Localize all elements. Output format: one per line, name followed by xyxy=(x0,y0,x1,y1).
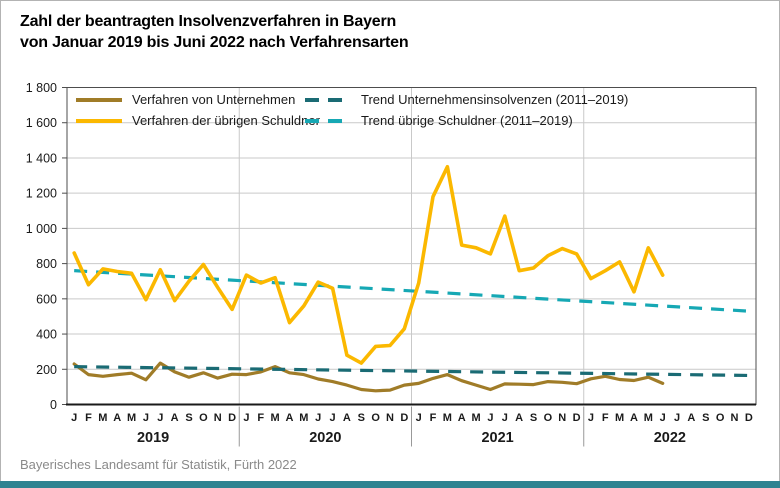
month-label: N xyxy=(558,412,566,424)
legend-swatch-trend-company xyxy=(305,97,351,102)
month-label: J xyxy=(588,412,594,424)
month-label: J xyxy=(660,412,666,424)
month-label: S xyxy=(702,412,709,424)
month-label: O xyxy=(544,412,553,424)
month-label: O xyxy=(371,412,380,424)
month-label: F xyxy=(85,412,92,424)
month-label: M xyxy=(127,412,136,424)
month-label: F xyxy=(602,412,609,424)
legend-item-trend-company: Trend Unternehmensinsolvenzen (2011–2019… xyxy=(305,92,629,107)
legend-label: Verfahren von Unternehmen xyxy=(132,92,296,107)
month-label: A xyxy=(113,412,121,424)
month-label: M xyxy=(443,412,452,424)
month-label: S xyxy=(358,412,365,424)
month-label: D xyxy=(400,412,408,424)
year-label: 2020 xyxy=(309,430,341,446)
month-label: M xyxy=(98,412,107,424)
legend-swatch-trend-debtor xyxy=(305,118,351,123)
y-axis-label: 1 600 xyxy=(26,116,57,130)
year-label: 2021 xyxy=(481,430,513,446)
series-trend-debtors-line xyxy=(74,269,749,313)
legend-label: Trend übrige Schuldner (2011–2019) xyxy=(361,113,573,128)
y-axis-label: 600 xyxy=(36,292,57,306)
year-label: 2019 xyxy=(137,430,169,446)
month-label: N xyxy=(214,412,222,424)
month-label: J xyxy=(487,412,493,424)
month-label: J xyxy=(157,412,163,424)
legend-label: Trend Unternehmensinsolvenzen (2011–2019… xyxy=(361,92,629,107)
y-axis-label: 800 xyxy=(36,257,57,271)
series-trend-company-line xyxy=(74,365,749,378)
month-label: O xyxy=(716,412,725,424)
month-label: A xyxy=(687,412,695,424)
month-label: M xyxy=(271,412,280,424)
chart-title-line1: Zahl der beantragten Insolvenzverfahren … xyxy=(20,13,397,30)
month-label: J xyxy=(329,412,335,424)
legend-item-debtors: Verfahren der übrigen Schuldner xyxy=(76,113,320,128)
month-label: J xyxy=(416,412,422,424)
month-label: A xyxy=(343,412,351,424)
month-label: D xyxy=(573,412,581,424)
month-label: M xyxy=(615,412,624,424)
month-label: A xyxy=(171,412,179,424)
footer-accent-bar xyxy=(0,481,780,488)
month-label: F xyxy=(430,412,437,424)
month-label: F xyxy=(257,412,264,424)
month-label: J xyxy=(674,412,680,424)
legend-column-2: Trend Unternehmensinsolvenzen (2011–2019… xyxy=(305,92,629,128)
legend-item-trend-debtors: Trend übrige Schuldner (2011–2019) xyxy=(305,113,628,128)
y-axis-label: 1 400 xyxy=(26,151,57,165)
month-label: A xyxy=(458,412,466,424)
month-label: M xyxy=(644,412,653,424)
month-label: J xyxy=(315,412,321,424)
month-label: J xyxy=(143,412,149,424)
series-other-debtors-line xyxy=(72,165,665,365)
y-axis-label: 1 800 xyxy=(26,81,57,95)
month-label: A xyxy=(515,412,523,424)
series-company-insolvencies-line xyxy=(72,361,665,393)
legend-item-company: Verfahren von Unternehmen xyxy=(76,92,305,107)
month-label: M xyxy=(299,412,308,424)
month-label: J xyxy=(502,412,508,424)
month-label: O xyxy=(199,412,208,424)
y-axis-label: 0 xyxy=(50,398,57,412)
source-attribution: Bayerisches Landesamt für Statistik, Für… xyxy=(20,457,297,472)
y-axis-label: 400 xyxy=(36,328,57,342)
y-axis-label: 1 000 xyxy=(26,222,57,236)
chart-legend: Verfahren von Unternehmen Verfahren der … xyxy=(76,92,629,128)
year-label: 2022 xyxy=(654,430,686,446)
y-axis-label: 1 200 xyxy=(26,187,57,201)
chart-title-line2: von Januar 2019 bis Juni 2022 nach Verfa… xyxy=(20,34,409,51)
month-label: N xyxy=(730,412,738,424)
legend-label: Verfahren der übrigen Schuldner xyxy=(132,113,320,128)
month-label: J xyxy=(71,412,77,424)
month-label: J xyxy=(243,412,249,424)
month-label: D xyxy=(228,412,236,424)
month-label: D xyxy=(745,412,753,424)
month-label: N xyxy=(386,412,394,424)
legend-swatch-company-line xyxy=(76,97,122,102)
chart-title: Zahl der beantragten Insolvenzverfahren … xyxy=(20,11,409,53)
month-label: A xyxy=(630,412,638,424)
month-label: S xyxy=(185,412,192,424)
month-label: S xyxy=(530,412,537,424)
legend-column-1: Verfahren von Unternehmen Verfahren der … xyxy=(76,92,320,128)
legend-swatch-debtor-line xyxy=(76,118,122,123)
y-axis-label: 200 xyxy=(36,363,57,377)
month-label: M xyxy=(472,412,481,424)
month-label: A xyxy=(286,412,294,424)
